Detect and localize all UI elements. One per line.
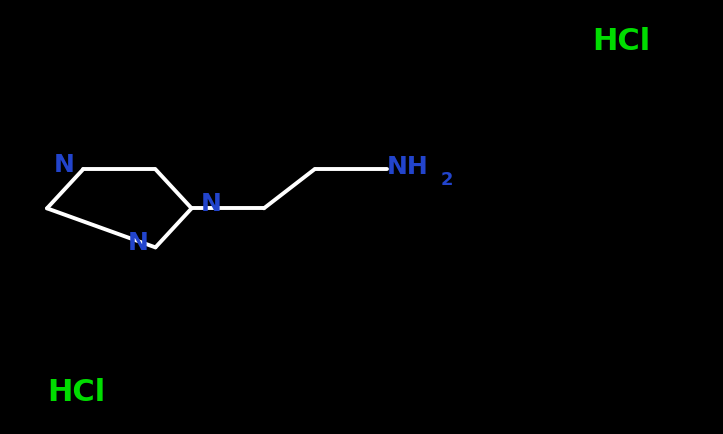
Text: HCl: HCl: [47, 378, 106, 407]
Text: N: N: [127, 231, 148, 255]
Text: HCl: HCl: [592, 27, 651, 56]
Text: N: N: [54, 153, 74, 177]
Text: NH: NH: [387, 155, 429, 179]
Text: 2: 2: [441, 171, 453, 189]
Text: N: N: [200, 192, 221, 216]
